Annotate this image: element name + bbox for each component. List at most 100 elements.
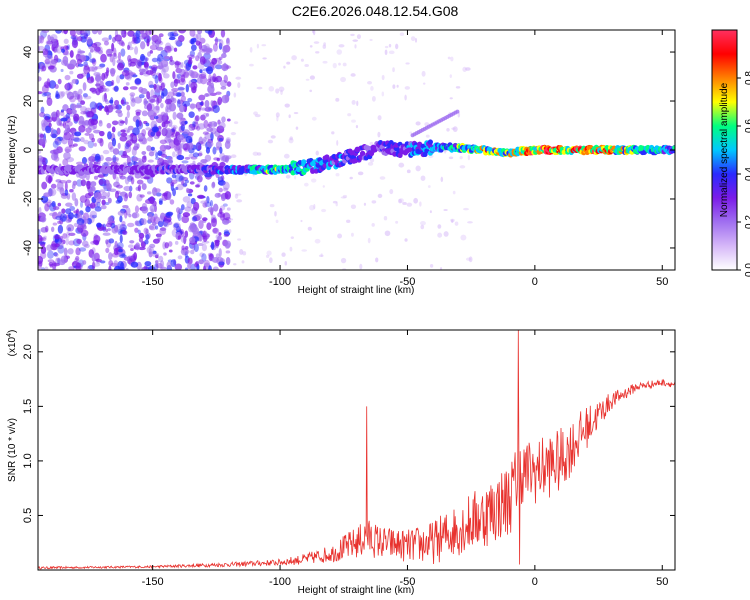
spectrogram-cell [126,110,130,119]
spectrogram-cell [122,230,128,236]
spectrogram-cell [50,152,58,161]
spectrogram-cell [190,81,198,91]
spectrogram-cell [172,151,176,158]
spectrogram-cell [115,104,122,110]
spectrogram-cell [42,160,47,166]
spectrogram-cell [222,181,230,191]
spectrogram-cell [167,31,175,38]
spectrogram-cell [197,61,205,70]
spectrogram-cell [62,52,71,56]
spectrogram-cell [176,73,181,79]
spectrogram-cell [209,120,218,128]
spectrogram-cell [74,104,83,109]
spectrogram-cell [141,128,147,137]
spectrogram-cell [47,250,54,259]
spectrogram-cell [55,90,59,98]
spectrogram-cell [75,62,80,68]
spectrogram-cell [61,136,65,142]
spectrogram-cell [123,185,132,192]
spectrogram-cell [140,267,145,270]
spectrogram-cell [104,104,109,112]
spectrogram-cell [201,253,207,262]
spectrogram-cell [150,146,155,151]
spectrogram-cell [351,100,356,105]
spectrogram-cell [38,260,43,267]
spectrogram-cell [336,140,339,146]
spectrogram-cell [294,175,297,180]
spectrogram-cell [166,177,173,184]
spectrogram-cell [217,77,222,81]
spectrogram-cell [68,212,74,220]
spectrogram-cell [46,41,50,45]
spectrogram-cell [285,174,291,179]
spectrogram-cell [448,156,454,160]
spectrogram-cell [155,233,162,238]
spectrogram-cell [350,33,355,37]
spectrogram-cell [51,41,58,48]
spectrogram-cell [288,137,294,144]
spectrogram-cell [357,171,364,176]
spectrogram-cell [75,247,81,256]
spectrogram-y-tick-label: 0 [22,147,34,153]
spectrogram-heatmap [38,30,675,270]
spectrogram-cell [202,137,207,143]
spectrogram-cell [201,217,208,221]
spectrogram-cell [135,109,142,114]
spectrogram-cell [89,58,96,63]
spectrogram-cell [182,100,191,107]
spectrogram-cell [420,224,425,230]
spectrogram-cell [215,91,222,95]
spectrogram-cell [226,81,232,87]
spectrogram-cell [54,243,60,248]
spectrogram-ticks: -150 -100 -50 0 50 -40 -20 0 20 40 [22,30,675,288]
spectrogram-cell [82,260,87,265]
spectrogram-cell [52,39,57,48]
spectrogram-cell [136,59,143,67]
spectrogram-cell [72,136,80,142]
spectrogram-cell [108,34,112,40]
spectrogram-cell [191,216,198,222]
spectrogram-cell [49,263,53,268]
spectrogram-cell [170,259,177,268]
snr-x-tick-label: -150 [142,576,164,588]
spectrogram-cell [126,139,133,146]
spectrogram-cell [384,49,388,56]
spectrogram-cell [71,109,77,115]
spectrogram-cell [159,113,167,123]
spectrogram-cell [39,137,47,145]
spectrogram-cell [114,190,120,199]
spectrogram-cell [151,57,159,63]
spectrogram-cell [166,45,174,52]
spectrogram-cell [97,30,103,35]
spectrogram-cell [219,213,226,221]
spectrogram-cell [70,103,77,110]
spectrogram-cell [160,102,164,109]
spectrogram-cell [439,267,443,270]
spectrogram-cell [395,220,399,224]
spectrogram-cell [73,90,77,95]
spectrogram-cell [179,104,185,113]
spectrogram-cell [151,126,159,133]
spectrogram-cell [161,153,167,158]
spectrogram-cell [134,96,143,104]
spectrogram-cell [153,83,157,90]
spectrogram-cell [192,230,200,238]
spectrogram-cell [163,55,171,60]
spectrogram-cell [77,36,83,42]
spectrogram-cell [138,232,145,239]
spectrogram-cell [199,107,208,111]
spectrogram-cell [261,44,267,47]
spectrogram-cell [193,243,199,253]
spectrogram-cell [55,109,60,118]
spectrogram-cell [154,115,159,120]
spectrogram-cell [96,201,101,208]
spectrogram-cell [224,190,232,200]
spectrogram-cell [143,265,148,270]
spectrogram-y-label: Frequency (Hz) [7,116,18,185]
spectrogram-cell [206,81,212,86]
spectrogram-cell [223,74,228,84]
spectrogram-cell [206,140,214,148]
spectrogram-cell [124,144,132,153]
spectrogram-cell [93,46,101,52]
spectrogram-cell [369,38,373,41]
